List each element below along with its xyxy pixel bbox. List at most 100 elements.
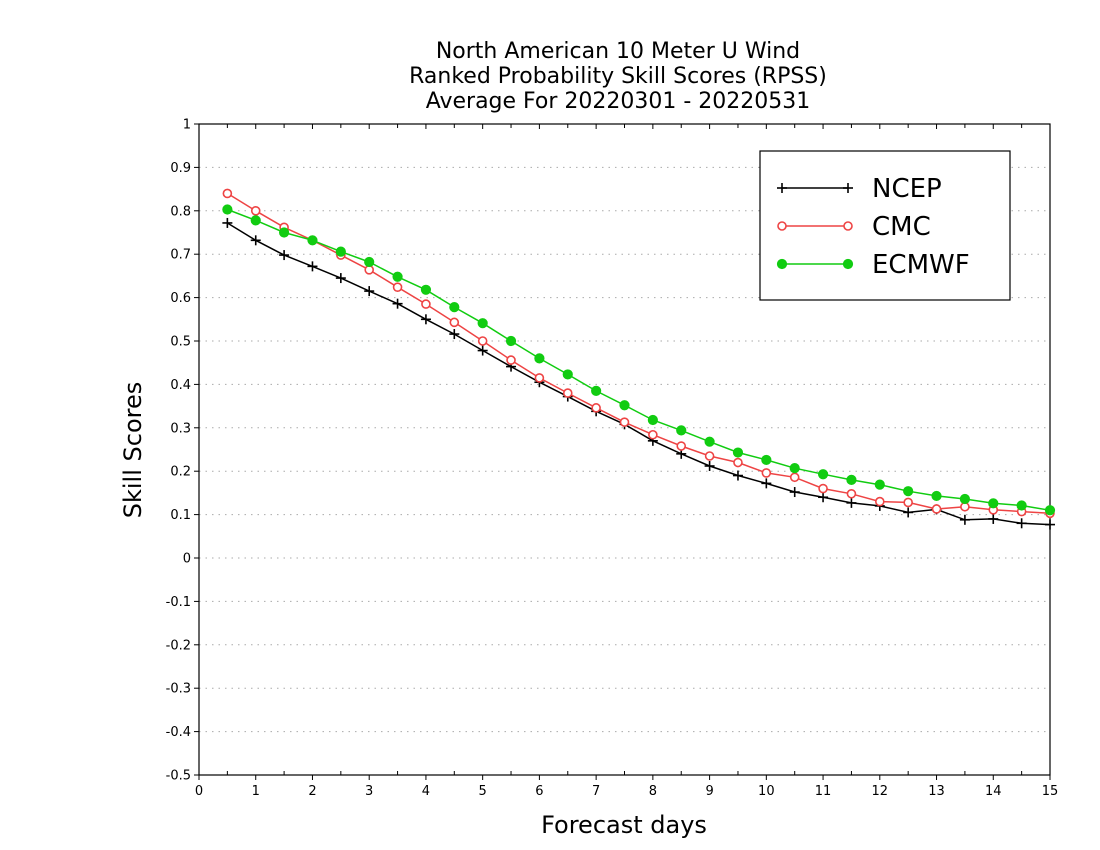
data-point-ncep xyxy=(1045,519,1055,530)
data-point-ncep xyxy=(307,261,318,272)
data-point-ecmwf xyxy=(846,474,857,485)
data-point-ncep xyxy=(903,507,914,518)
data-point-ncep xyxy=(449,329,460,340)
data-point-ncep xyxy=(704,460,715,471)
data-point-ecmwf xyxy=(307,235,318,246)
legend-label: CMC xyxy=(872,212,931,242)
title-line-1: North American 10 Meter U Wind xyxy=(436,39,800,64)
data-point-ncep xyxy=(279,250,290,261)
y-tick-label: -0.5 xyxy=(166,769,191,784)
data-point-ecmwf xyxy=(647,414,658,426)
data-point-cmc xyxy=(648,429,658,440)
data-point-ecmwf xyxy=(279,227,290,238)
data-point-cmc xyxy=(506,355,516,365)
data-point-cmc xyxy=(421,299,431,309)
y-tick-label: 0.1 xyxy=(170,508,191,523)
data-point-ecmwf xyxy=(505,335,517,347)
data-point-ecmwf xyxy=(959,493,971,505)
data-point-cmc xyxy=(761,468,772,478)
legend-marker xyxy=(776,258,788,270)
data-point-ecmwf xyxy=(903,486,914,497)
y-tick-label: -0.1 xyxy=(166,595,191,610)
x-tick-label: 8 xyxy=(649,784,657,799)
legend-marker xyxy=(843,221,853,231)
x-axis-title: Forecast days xyxy=(541,811,707,839)
data-point-ncep xyxy=(250,235,261,246)
data-point-ecmwf xyxy=(676,425,687,436)
data-point-ncep xyxy=(959,514,970,525)
data-point-cmc xyxy=(818,483,828,494)
data-point-ecmwf xyxy=(704,436,715,447)
x-tick-label: 13 xyxy=(928,784,945,799)
legend-marker xyxy=(777,183,787,193)
data-point-cmc xyxy=(874,496,885,507)
data-point-ncep xyxy=(1016,518,1027,529)
data-point-cmc xyxy=(477,336,488,346)
x-tick-label: 3 xyxy=(365,784,373,799)
legend-item-ncep: NCEP xyxy=(777,174,942,204)
data-point-cmc xyxy=(903,497,913,508)
legend-marker xyxy=(842,258,854,270)
data-point-ecmwf xyxy=(250,215,261,226)
data-series xyxy=(222,188,1056,530)
x-tick-label: 11 xyxy=(815,784,832,799)
axis-ticks: -0.5 -0.4 -0.3 -0.2 -0.1 0 0.1 0.2 0.3 0.4 0.5 0.6 0… xyxy=(166,118,1059,800)
y-tick-label: 0 xyxy=(183,552,191,567)
data-point-ecmwf xyxy=(392,271,403,282)
data-point-ncep xyxy=(420,314,431,325)
data-point-ecmwf xyxy=(732,447,744,458)
data-point-cmc xyxy=(562,388,573,398)
data-point-ecmwf xyxy=(335,246,346,257)
data-point-ecmwf xyxy=(761,454,772,466)
data-point-cmc xyxy=(676,441,687,451)
legend-marker xyxy=(777,221,787,231)
data-point-ecmwf xyxy=(534,353,545,364)
data-point-ncep xyxy=(364,286,375,297)
data-point-ecmwf xyxy=(591,385,602,397)
data-point-ecmwf xyxy=(364,256,375,268)
data-point-ecmwf xyxy=(817,469,829,480)
data-point-cmc xyxy=(789,472,800,483)
data-point-cmc xyxy=(704,451,715,461)
series-line-cmc xyxy=(227,192,1051,515)
x-tick-label: 4 xyxy=(422,784,430,799)
data-point-ecmwf xyxy=(449,302,460,313)
title-line-2: Ranked Probability Skill Scores (RPSS) xyxy=(409,64,827,89)
data-point-ecmwf xyxy=(874,479,885,490)
data-point-ncep xyxy=(392,298,403,309)
y-tick-label: 0.7 xyxy=(170,248,191,263)
legend-marker xyxy=(843,183,853,193)
data-point-ncep xyxy=(789,487,800,498)
title-line-3: Average For 20220301 - 20220531 xyxy=(426,89,811,114)
data-point-ecmwf xyxy=(562,369,573,380)
data-point-ecmwf xyxy=(1016,500,1027,511)
legend-item-cmc: CMC xyxy=(777,212,931,242)
data-point-ecmwf xyxy=(931,490,942,502)
legend-item-ecmwf: ECMWF xyxy=(776,250,970,280)
data-point-ncep xyxy=(477,345,488,356)
series-cmc xyxy=(222,188,1055,519)
data-point-ecmwf xyxy=(988,498,999,509)
y-tick-label: 0.6 xyxy=(170,291,191,306)
x-tick-label: 2 xyxy=(308,784,316,799)
x-tick-label: 15 xyxy=(1042,784,1059,799)
x-tick-label: 9 xyxy=(705,784,713,799)
data-point-cmc xyxy=(392,282,403,292)
y-tick-label: 1 xyxy=(183,118,191,133)
data-point-ncep xyxy=(222,217,233,228)
y-tick-label: -0.4 xyxy=(166,725,191,740)
data-point-ecmwf xyxy=(619,400,630,411)
data-point-cmc xyxy=(534,373,545,383)
data-point-cmc xyxy=(846,488,857,499)
data-point-ncep xyxy=(818,492,829,503)
y-tick-label: 0.4 xyxy=(170,378,191,393)
data-point-ncep xyxy=(335,273,346,284)
x-tick-label: 6 xyxy=(535,784,543,799)
data-point-ecmwf xyxy=(789,463,800,474)
y-tick-label: 0.5 xyxy=(170,335,191,350)
legend-label: NCEP xyxy=(872,174,942,204)
x-tick-label: 14 xyxy=(985,784,1002,799)
x-tick-label: 12 xyxy=(872,784,889,799)
y-tick-label: -0.2 xyxy=(166,638,191,653)
data-point-cmc xyxy=(619,417,630,427)
